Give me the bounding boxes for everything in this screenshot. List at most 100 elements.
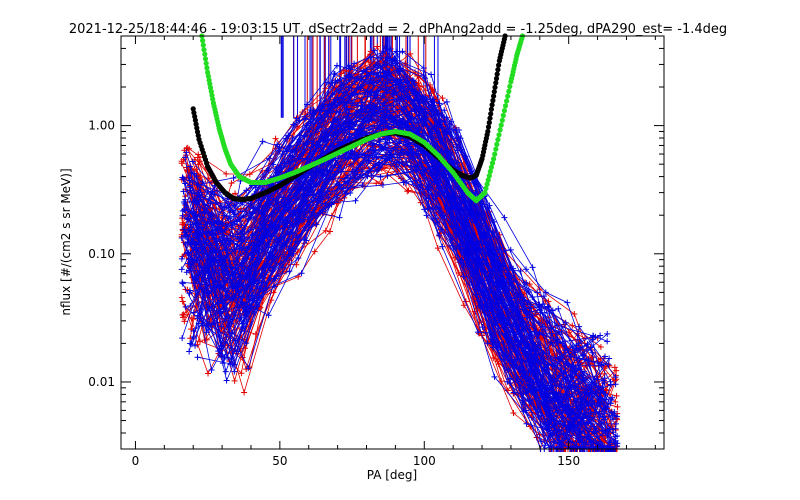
plus-marker [459,206,466,213]
plus-marker [484,340,491,347]
plus-marker [382,43,389,50]
x-axis: 0 50 100 150 [132,36,656,468]
plus-marker [374,43,381,50]
plus-marker [182,154,189,161]
plus-marker [575,386,582,393]
plus-marker [412,115,419,122]
plus-marker [311,248,318,255]
plus-marker [180,188,187,195]
plus-marker [342,190,349,197]
plus-marker [602,391,609,398]
plus-marker [520,298,527,305]
plus-marker [549,397,556,404]
plus-marker [524,374,531,381]
plus-marker [585,406,592,413]
plus-marker [597,332,604,339]
fit-dot [204,65,210,71]
plus-marker [269,251,276,258]
plus-marker [415,124,422,131]
plus-marker [236,236,243,243]
plus-marker [371,89,378,96]
plus-marker [491,373,498,380]
plus-marker [430,204,437,211]
plus-marker [546,310,553,317]
plus-marker [179,219,186,226]
plus-marker [569,363,576,370]
plus-marker [523,420,530,427]
plus-marker [381,100,388,107]
plus-marker [185,216,192,223]
plus-marker [382,155,389,162]
plus-marker [379,182,386,189]
plus-marker [565,438,572,445]
plus-marker [492,322,499,329]
plus-marker [536,329,543,336]
plus-marker [407,50,414,57]
plus-marker [518,365,525,372]
plus-marker [434,191,441,198]
plus-marker [290,158,297,165]
plus-marker [210,232,217,239]
plus-marker [218,323,225,330]
plus-marker [192,197,199,204]
plus-marker [367,99,374,106]
plus-marker [232,211,239,218]
plus-marker [604,338,611,345]
plus-marker [366,80,373,87]
plus-marker [420,65,427,72]
plus-marker [365,102,372,109]
plus-marker [340,89,347,96]
plus-marker [221,279,228,286]
plus-marker [322,128,329,135]
plus-marker [230,209,237,216]
plus-marker [351,171,358,178]
plus-marker [351,91,358,98]
trace-line [189,153,600,450]
plus-marker [330,99,337,106]
plus-marker [296,117,303,124]
plus-marker [540,392,547,399]
plus-marker [508,274,515,281]
plus-marker [377,74,384,81]
plus-marker [562,319,569,326]
fit-dot [202,56,209,62]
plus-marker [370,78,377,85]
plus-marker [475,245,482,252]
fit-dot [491,93,497,99]
plus-marker [420,116,427,123]
fit-dot [203,60,209,66]
plus-marker [612,374,619,381]
plus-marker [412,90,419,97]
plus-marker [523,407,530,414]
plus-marker [460,302,467,309]
plus-marker [294,249,301,256]
plus-marker [416,160,423,167]
plus-marker [474,329,481,336]
plus-marker [451,159,458,166]
plus-marker [489,344,496,351]
plus-marker [241,389,248,396]
plus-marker [290,209,297,216]
plus-marker [333,108,340,115]
plus-marker [441,107,448,114]
plus-marker [331,71,338,78]
plus-marker [386,147,392,154]
plus-marker [397,85,404,92]
plus-marker [596,408,603,415]
plus-marker [523,266,530,273]
plus-marker [253,206,260,213]
x-tick-label: 0 [132,454,140,468]
plus-marker [379,116,386,123]
trace-line [197,50,602,365]
x-tick-label: 150 [557,454,580,468]
plus-marker [500,320,507,327]
plus-marker [554,322,561,329]
plus-marker [601,396,608,403]
plus-marker [366,118,373,125]
fit-dot [492,84,498,90]
plus-marker [606,355,613,362]
fit-dot [495,67,501,73]
plus-marker [388,150,395,157]
plus-marker [343,106,350,113]
plus-marker [393,48,400,55]
